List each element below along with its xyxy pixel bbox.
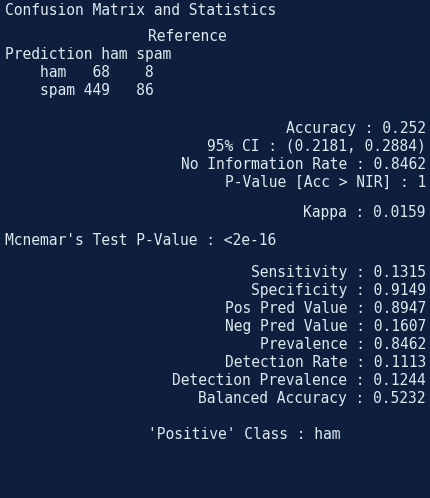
Text: ham   68    8: ham 68 8 — [40, 65, 154, 80]
Text: 'Positive' Class : ham: 'Positive' Class : ham — [147, 426, 340, 442]
Text: Balanced Accuracy : 0.5232: Balanced Accuracy : 0.5232 — [198, 390, 425, 405]
Text: Sensitivity : 0.1315: Sensitivity : 0.1315 — [250, 264, 425, 279]
Text: Detection Prevalence : 0.1244: Detection Prevalence : 0.1244 — [172, 373, 425, 387]
Text: Detection Rate : 0.1113: Detection Rate : 0.1113 — [224, 355, 425, 370]
Text: Mcnemar's Test P-Value : <2e-16: Mcnemar's Test P-Value : <2e-16 — [5, 233, 276, 248]
Text: Accuracy : 0.252: Accuracy : 0.252 — [286, 121, 425, 135]
Text: Kappa : 0.0159: Kappa : 0.0159 — [303, 205, 425, 220]
Text: Neg Pred Value : 0.1607: Neg Pred Value : 0.1607 — [224, 319, 425, 334]
Text: Confusion Matrix and Statistics: Confusion Matrix and Statistics — [5, 2, 276, 17]
Text: spam 449   86: spam 449 86 — [40, 83, 154, 98]
Text: Prediction ham spam: Prediction ham spam — [5, 46, 171, 61]
Text: Reference: Reference — [147, 28, 226, 43]
Text: P-Value [Acc > NIR] : 1: P-Value [Acc > NIR] : 1 — [224, 174, 425, 190]
Text: Prevalence : 0.8462: Prevalence : 0.8462 — [259, 337, 425, 352]
Text: 95% CI : (0.2181, 0.2884): 95% CI : (0.2181, 0.2884) — [207, 138, 425, 153]
Text: Pos Pred Value : 0.8947: Pos Pred Value : 0.8947 — [224, 300, 425, 316]
Text: Specificity : 0.9149: Specificity : 0.9149 — [250, 282, 425, 297]
Text: No Information Rate : 0.8462: No Information Rate : 0.8462 — [181, 156, 425, 171]
